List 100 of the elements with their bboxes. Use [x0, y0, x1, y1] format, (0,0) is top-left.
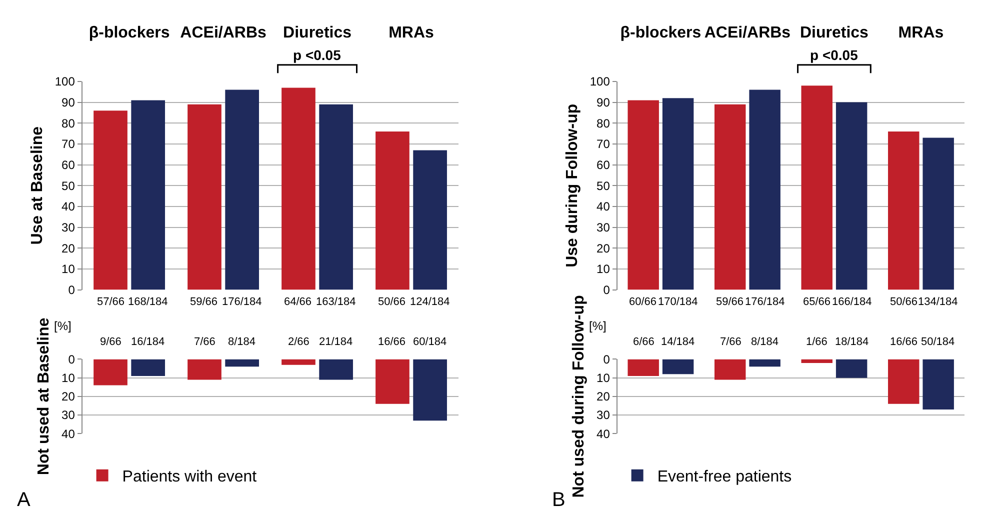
bar: [225, 90, 259, 290]
legend-label: Event-free patients: [657, 468, 792, 486]
bar: [922, 359, 954, 410]
data-label: 9/66: [100, 336, 122, 348]
y-tick-label: 20: [62, 390, 76, 404]
x-tick-label: ACEi/ARBs: [704, 24, 791, 42]
x-tick-label: MRAs: [388, 24, 434, 42]
text: p <0.05: [810, 47, 858, 63]
bar: [922, 138, 954, 290]
data-label: 14/184: [661, 336, 695, 348]
bar: [413, 150, 447, 290]
data-label: 2/66: [288, 336, 310, 348]
data-label: 7/66: [720, 336, 742, 348]
data-label: 6/66: [633, 336, 654, 348]
data-label: 59/66: [716, 296, 744, 308]
y-tick-label: 20: [596, 241, 610, 256]
y-tick-label: 100: [54, 74, 76, 89]
data-label: 16/184: [131, 336, 165, 348]
bar: [188, 359, 222, 380]
data-label: 176/184: [222, 296, 262, 308]
bar: [628, 359, 659, 376]
text: [%]: [589, 319, 606, 333]
bar: [131, 100, 166, 290]
data-label: 163/184: [316, 296, 356, 308]
data-label: 168/184: [128, 296, 168, 308]
bar: [836, 359, 868, 378]
data-label: 124/184: [410, 296, 450, 308]
data-label: 50/184: [921, 336, 955, 348]
y-tick-label: 40: [596, 200, 610, 214]
y-tick-label: 90: [596, 96, 610, 110]
data-label: 1/66: [806, 336, 828, 348]
data-label: 176/184: [745, 296, 785, 308]
data-label: 8/184: [228, 336, 256, 348]
x-tick-label: Diuretics: [800, 24, 869, 42]
y-tick-label: 80: [62, 116, 76, 130]
text: p <0.05: [293, 47, 342, 63]
data-label: 16/66: [890, 336, 918, 348]
bar: [319, 104, 353, 290]
bar: [376, 359, 410, 404]
bar: [801, 359, 832, 363]
text: B: [552, 489, 566, 511]
y-tick-label: 100: [590, 74, 610, 89]
y-tick-label: 30: [62, 408, 76, 422]
y-tick-label: 50: [62, 178, 76, 193]
data-label: 166/184: [832, 296, 872, 308]
y-tick-label: 60: [62, 158, 76, 172]
data-label: 7/66: [194, 336, 216, 348]
y-tick-label: 10: [62, 371, 76, 386]
data-label: 50/66: [378, 296, 406, 308]
bar: [888, 131, 920, 290]
y-tick-label: 40: [62, 200, 76, 214]
bar: [282, 359, 316, 365]
data-label: 65/66: [803, 296, 831, 308]
data-label: 134/184: [918, 296, 958, 308]
x-tick-label: MRAs: [898, 24, 944, 42]
bar: [749, 359, 780, 367]
bar: [836, 102, 868, 290]
y-tick-label: 30: [596, 408, 610, 422]
data-label: 16/66: [378, 336, 406, 348]
bar: [888, 359, 920, 404]
y-axis-title: Use at Baseline: [28, 126, 46, 245]
y-tick-label: 70: [596, 137, 610, 152]
legend-label: Patients with event: [122, 468, 258, 486]
bar: [413, 359, 447, 421]
bar: [662, 98, 694, 290]
bar: [801, 86, 832, 290]
y-tick-label: 30: [62, 220, 76, 234]
data-label: 50/66: [890, 296, 918, 308]
y-tick-label: 30: [596, 220, 610, 234]
bar: [319, 359, 353, 380]
data-label: 18/184: [835, 336, 869, 348]
bar: [749, 90, 780, 290]
bar: [225, 359, 259, 367]
data-label: 21/184: [319, 336, 353, 348]
y-axis-title: Not used at Baseline: [35, 318, 52, 476]
data-label: 170/184: [658, 296, 698, 308]
y-tick-label: 40: [62, 426, 76, 441]
x-tick-label: ACEi/ARBs: [180, 24, 267, 42]
y-tick-label: 70: [62, 137, 76, 152]
y-tick-label: 40: [596, 426, 610, 441]
data-label: 60/184: [413, 336, 447, 348]
y-tick-label: 0: [603, 352, 610, 366]
bar: [662, 359, 694, 374]
y-tick-label: 0: [68, 352, 76, 366]
x-tick-label: β-blockers: [620, 24, 702, 42]
bar: [714, 104, 746, 290]
data-label: 57/66: [97, 296, 125, 308]
y-tick-label: 20: [596, 390, 610, 404]
bar: [282, 88, 316, 290]
y-tick-label: 90: [62, 96, 76, 110]
x-tick-label: β-blockers: [88, 24, 170, 42]
y-tick-label: 20: [62, 241, 76, 256]
y-tick-label: 60: [596, 158, 610, 172]
data-label: 60/66: [629, 296, 657, 308]
bar: [714, 359, 746, 380]
text: [%]: [54, 319, 72, 333]
y-tick-label: 10: [596, 262, 610, 276]
y-tick-label: 0: [603, 283, 610, 297]
y-tick-label: 10: [596, 371, 610, 386]
bar: [376, 131, 410, 290]
